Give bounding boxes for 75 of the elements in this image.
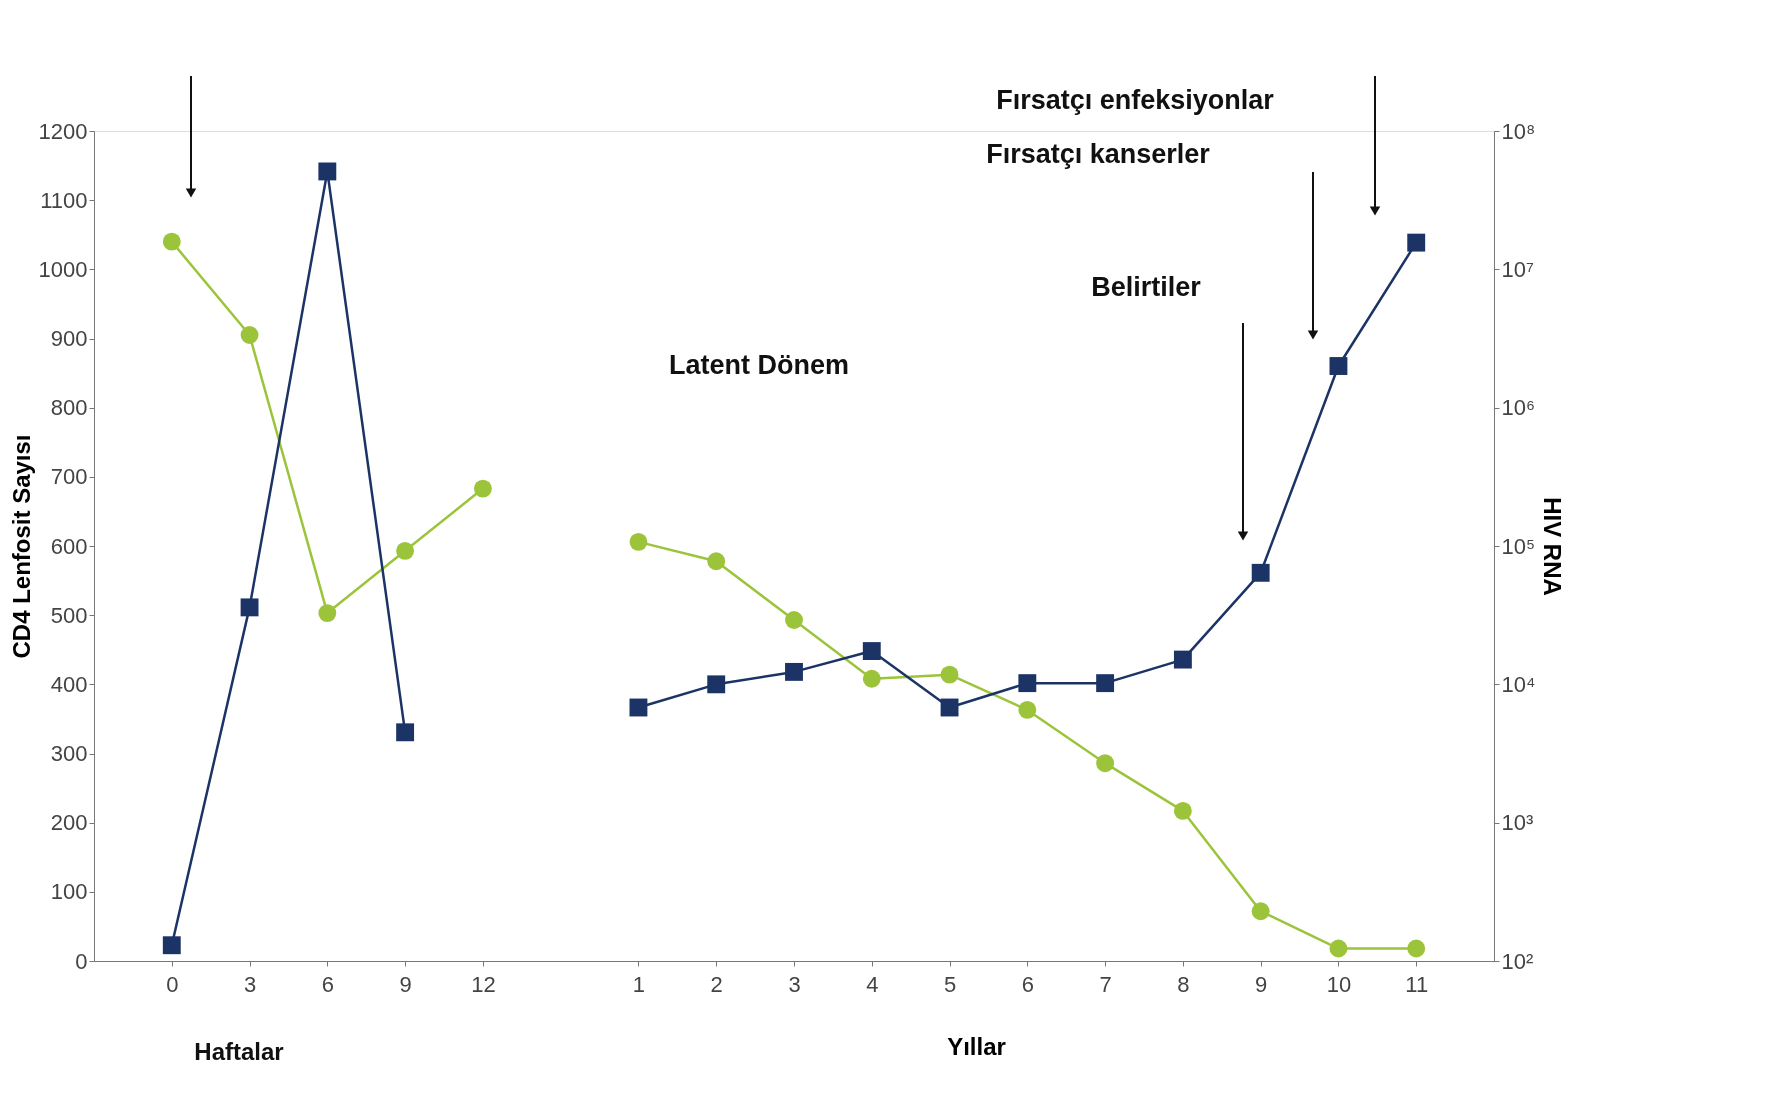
- y-tick-label: 1000: [38, 256, 88, 282]
- point: [1329, 939, 1348, 958]
- point: [785, 611, 803, 629]
- y-tick-label: 1200: [38, 118, 88, 144]
- y2-tick-label: 10²: [1501, 948, 1534, 974]
- point: [1407, 233, 1426, 252]
- x-tick-label: 2: [710, 971, 723, 997]
- annotation: Latent Dönem: [668, 350, 850, 380]
- y-tick-label: 900: [50, 326, 88, 351]
- x-tick-label: 11: [1405, 971, 1429, 997]
- point: [162, 936, 181, 955]
- point: [785, 662, 803, 681]
- point: [240, 598, 259, 617]
- y-tick-label: 400: [50, 671, 88, 697]
- x-tick-label: 1: [632, 971, 646, 997]
- text: Fırsatçı enfeksiyonlar: [996, 85, 1275, 115]
- point: [240, 326, 259, 344]
- point: [318, 162, 337, 181]
- point: [1096, 754, 1115, 773]
- point: [707, 552, 726, 571]
- point: [1018, 674, 1037, 693]
- y-tick-label: 700: [50, 464, 88, 490]
- x-tick-label: 3: [788, 971, 801, 997]
- y-tick-label: 100: [50, 879, 88, 905]
- point: [396, 541, 415, 560]
- x-tick-label: 4: [866, 971, 879, 997]
- point: [1251, 902, 1270, 921]
- x-tick-label: 6: [1021, 971, 1034, 997]
- y-tick-label: 1100: [40, 187, 88, 213]
- x-tick-label: 6: [321, 971, 334, 997]
- point: [318, 604, 337, 623]
- x-tick-label: 8: [1177, 971, 1190, 997]
- point: [1407, 939, 1426, 958]
- y2-tick-label: 10⁷: [1501, 256, 1534, 282]
- x-tick-label: 12: [471, 971, 496, 997]
- point: [1018, 701, 1037, 719]
- annotation: Fırsatçı kanserler: [986, 139, 1211, 169]
- x-tick-label: 9: [399, 971, 412, 997]
- x-tick-label: 5: [943, 971, 957, 997]
- x-tick-label: 7: [1099, 971, 1112, 997]
- point: [1096, 674, 1115, 693]
- y-tick-label: 500: [50, 602, 88, 628]
- y-tick-label: 300: [50, 741, 88, 766]
- point: [162, 232, 181, 251]
- point: [629, 698, 648, 717]
- point: [473, 479, 492, 498]
- point: [1173, 650, 1192, 669]
- point: [1251, 563, 1270, 582]
- x-tick-label: 9: [1255, 971, 1268, 997]
- y-axis-title: CD4 Lenfosit Sayısı: [7, 434, 35, 659]
- point: [707, 675, 726, 694]
- point: [862, 642, 881, 660]
- x-tick-label: 3: [243, 971, 257, 997]
- y2-tick-label: 10⁴: [1501, 671, 1536, 697]
- y-tick-label: 200: [50, 810, 88, 836]
- point: [862, 669, 881, 688]
- y2-tick-label: 10⁸: [1501, 118, 1536, 144]
- y2-tick-label: 10³: [1501, 810, 1534, 836]
- point: [1329, 357, 1348, 375]
- y-tick-label: 800: [50, 395, 88, 421]
- point: [396, 723, 415, 742]
- y2-axis-title: HIV RNA: [1539, 497, 1567, 596]
- x-tick-label: 10: [1326, 971, 1352, 997]
- point: [629, 532, 648, 551]
- x-tick-label: 0: [166, 971, 179, 997]
- y-tick-label: 0: [75, 948, 88, 974]
- y2-tick-label: 10⁶: [1501, 395, 1536, 421]
- text: Haftalar: [194, 1038, 284, 1065]
- point: [940, 698, 959, 717]
- annotation: Belirtiler: [1091, 272, 1202, 302]
- y2-tick-label: 10⁵: [1501, 533, 1536, 559]
- x-axis-title: Yıllar: [947, 1032, 1006, 1060]
- y-tick-label: 600: [50, 533, 88, 559]
- point: [1173, 801, 1192, 820]
- point: [940, 665, 959, 684]
